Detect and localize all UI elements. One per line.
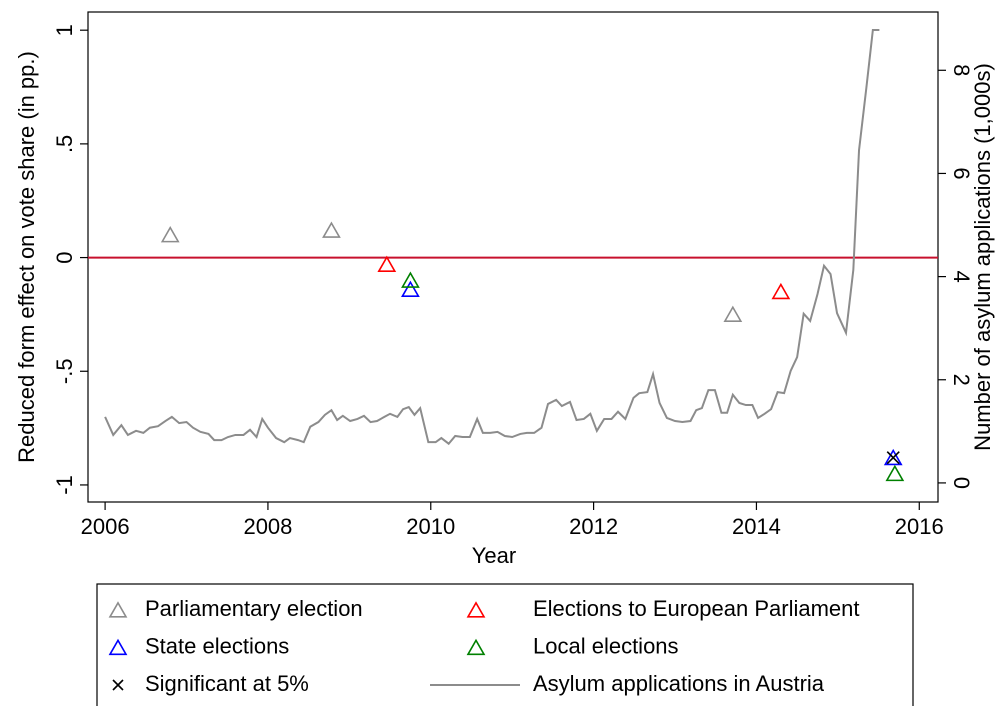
y-tick-label: -.5 xyxy=(52,358,77,384)
x-tick-label: 2010 xyxy=(406,514,455,539)
y-tick-label: -1 xyxy=(52,475,77,495)
legend-label: Elections to European Parliament xyxy=(533,596,860,621)
triangle-marker xyxy=(723,305,743,323)
legend-label: Parliamentary election xyxy=(145,596,363,621)
legend-swatch xyxy=(108,601,128,618)
x-tick-label: 2012 xyxy=(569,514,618,539)
y-tick-label: 1 xyxy=(52,24,77,36)
y2-tick-label: 4 xyxy=(949,270,974,282)
y2-axis-title: Number of asylum applications (1,000s) xyxy=(970,63,995,451)
x-tick-label: 2006 xyxy=(81,514,130,539)
triangle-marker xyxy=(401,271,420,288)
legend-label: Local elections xyxy=(533,633,679,658)
x-tick-label: 2016 xyxy=(895,514,944,539)
legend-swatch xyxy=(112,679,124,691)
y-tick-label: 0 xyxy=(52,251,77,263)
legend-label: Asylum applications in Austria xyxy=(533,671,825,696)
x-axis-title: Year xyxy=(472,543,516,568)
x-tick-label: 2008 xyxy=(243,514,292,539)
y2-tick-label: 8 xyxy=(949,64,974,76)
significance-marker xyxy=(886,451,900,465)
x-tick-label: 2014 xyxy=(732,514,781,539)
y-axis-title: Reduced form effect on vote share (in pp… xyxy=(14,51,39,463)
triangle-marker xyxy=(160,226,180,243)
triangle-marker xyxy=(885,464,905,482)
triangle-marker xyxy=(401,280,420,298)
y2-tick-label: 6 xyxy=(949,167,974,179)
legend-label: State elections xyxy=(145,633,289,658)
triangle-marker xyxy=(883,448,903,466)
y-tick-label: .5 xyxy=(52,135,77,153)
triangle-marker xyxy=(377,255,397,272)
legend-frame xyxy=(96,583,914,706)
legend-swatch xyxy=(108,638,128,656)
triangle-marker xyxy=(771,282,791,300)
triangle-marker xyxy=(322,221,341,238)
y2-tick-label: 0 xyxy=(949,477,974,489)
y2-tick-label: 2 xyxy=(949,374,974,386)
asylum-line xyxy=(104,29,880,446)
legend-swatch xyxy=(466,601,486,618)
legend-swatch xyxy=(466,638,486,656)
legend-label: Significant at 5% xyxy=(145,671,309,696)
